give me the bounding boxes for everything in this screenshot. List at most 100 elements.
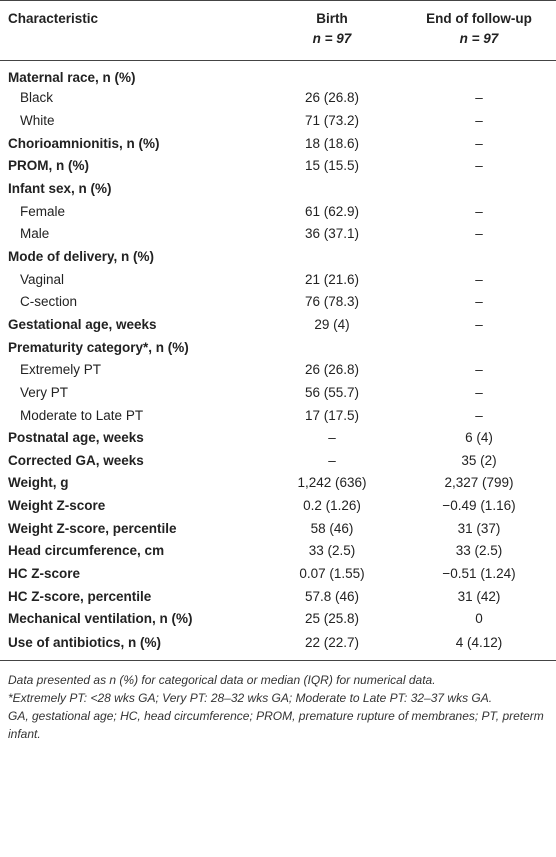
row-label: Mechanical ventilation, n (%) <box>8 611 193 627</box>
end-cell: – <box>475 316 483 332</box>
table-row: Vaginal 21 (21.6) – <box>0 268 556 291</box>
birth-cell: 58 (46) <box>310 520 354 536</box>
end-cell: 31 (37) <box>457 520 501 536</box>
row-label: HC Z-score, percentile <box>8 588 152 604</box>
table-row: Maternal race, n (%) <box>0 61 556 88</box>
row-label: Vaginal <box>20 271 65 287</box>
table-row: Very PT 56 (55.7) – <box>0 382 556 405</box>
table-row: HC Z-score, percentile 57.8 (46) 31 (42) <box>0 585 556 608</box>
birth-cell: 18 (18.6) <box>304 135 360 151</box>
end-cell: – <box>475 226 483 242</box>
table-row: PROM, n (%) 15 (15.5) – <box>0 155 556 178</box>
birth-cell: 25 (25.8) <box>304 611 360 627</box>
birth-cell: – <box>328 430 336 446</box>
header-n: n = 97 <box>459 31 499 46</box>
end-cell: 6 (4) <box>465 430 493 446</box>
header-cell: End of follow-up n = 97 <box>402 0 556 61</box>
empty-cell <box>262 246 402 269</box>
row-label: PROM, n (%) <box>8 158 89 174</box>
end-cell: – <box>475 362 483 378</box>
end-cell: – <box>475 203 483 219</box>
birth-cell: 0.07 (1.55) <box>299 566 365 582</box>
empty-cell <box>262 178 402 201</box>
birth-cell: 29 (4) <box>314 316 350 332</box>
header-row: Characteristic Birth n = 97 End of follow… <box>0 0 556 61</box>
header-cell: Birth n = 97 <box>262 0 402 61</box>
table-row: Chorioamnionitis, n (%) 18 (18.6) – <box>0 132 556 155</box>
header-text: Characteristic <box>8 11 99 26</box>
birth-cell: 21 (21.6) <box>304 271 360 287</box>
end-cell: – <box>475 407 483 423</box>
table-row: Corrected GA, weeks – 35 (2) <box>0 450 556 473</box>
end-cell: – <box>475 384 483 400</box>
birth-cell: 33 (2.5) <box>308 543 356 559</box>
table-notes: Data presented as n (%) for categorical … <box>0 661 556 743</box>
birth-cell: 1,242 (636) <box>297 475 367 491</box>
row-label: Gestational age, weeks <box>8 316 157 332</box>
table-row: Moderate to Late PT 17 (17.5) – <box>0 404 556 427</box>
row-label: Prematurity category*, n (%) <box>8 339 189 355</box>
empty-cell <box>262 61 402 88</box>
end-cell: −0.49 (1.16) <box>442 498 516 514</box>
table-header: Characteristic Birth n = 97 End of follow… <box>0 0 556 61</box>
birth-cell: 17 (17.5) <box>304 407 360 423</box>
row-label: Very PT <box>20 384 69 400</box>
row-label: Weight Z-score, percentile <box>8 520 177 536</box>
data-table: Characteristic Birth n = 97 End of follow… <box>0 0 556 662</box>
row-label: C-section <box>20 294 78 310</box>
table-row: Weight Z-score, percentile 58 (46) 31 (37) <box>0 517 556 540</box>
row-label: Mode of delivery, n (%) <box>8 248 155 264</box>
table-row: Head circumference, cm 33 (2.5) 33 (2.5) <box>0 540 556 563</box>
table-row: Extremely PT 26 (26.8) – <box>0 359 556 382</box>
table-row: Female 61 (62.9) – <box>0 200 556 223</box>
row-label: Use of antibiotics, n (%) <box>0 630 262 662</box>
birth-cell: 57.8 (46) <box>304 588 360 604</box>
table-row: White 71 (73.2) – <box>0 110 556 133</box>
birth-cell: 76 (78.3) <box>304 294 360 310</box>
row-label: Head circumference, cm <box>8 543 165 559</box>
table-row: Weight, g 1,242 (636) 2,327 (799) <box>0 472 556 495</box>
end-cell: – <box>475 294 483 310</box>
row-label: Extremely PT <box>20 362 102 378</box>
table-row: Mode of delivery, n (%) <box>0 246 556 269</box>
empty-cell <box>402 336 556 359</box>
table-row: Black 26 (26.8) – <box>0 87 556 110</box>
table-row: HC Z-score 0.07 (1.55) −0.51 (1.24) <box>0 563 556 586</box>
row-label: Black <box>20 90 54 106</box>
header-n: n = 97 <box>312 31 352 46</box>
note: Data presented as n (%) for categorical … <box>8 673 436 688</box>
row-label: HC Z-score <box>8 566 81 582</box>
end-cell: – <box>475 271 483 287</box>
row-label: Male <box>20 226 50 242</box>
end-cell: – <box>475 135 483 151</box>
empty-cell <box>262 336 402 359</box>
empty-cell <box>402 61 556 88</box>
birth-cell: 71 (73.2) <box>304 112 360 128</box>
table-row: Weight Z-score 0.2 (1.26) −0.49 (1.16) <box>0 495 556 518</box>
birth-cell: 61 (62.9) <box>304 203 360 219</box>
table-row: Prematurity category*, n (%) <box>0 336 556 359</box>
birth-cell: 22 (22.7) <box>262 630 402 662</box>
row-label: Chorioamnionitis, n (%) <box>8 135 160 151</box>
end-cell: 33 (2.5) <box>455 543 503 559</box>
end-cell: 4 (4.12) <box>402 630 556 662</box>
row-label: Maternal race, n (%) <box>8 70 136 85</box>
row-label: Infant sex, n (%) <box>8 180 112 196</box>
birth-cell: 0.2 (1.26) <box>303 498 361 514</box>
end-cell: 2,327 (799) <box>444 475 514 491</box>
birth-cell: 26 (26.8) <box>304 362 360 378</box>
table-row: Postnatal age, weeks – 6 (4) <box>0 427 556 450</box>
birth-cell: 26 (26.8) <box>304 90 360 106</box>
table-body: Maternal race, n (%) Black 26 (26.8) – White… <box>0 61 556 662</box>
end-cell: – <box>475 112 483 128</box>
header-cell: Characteristic <box>0 0 262 61</box>
end-cell: 0 <box>475 611 483 627</box>
row-label: Female <box>20 203 66 219</box>
table-row: Infant sex, n (%) <box>0 178 556 201</box>
end-cell: 35 (2) <box>461 452 497 468</box>
empty-cell <box>402 246 556 269</box>
birth-cell: 15 (15.5) <box>304 158 360 174</box>
end-cell: 31 (42) <box>457 588 501 604</box>
table-row: Male 36 (37.1) – <box>0 223 556 246</box>
